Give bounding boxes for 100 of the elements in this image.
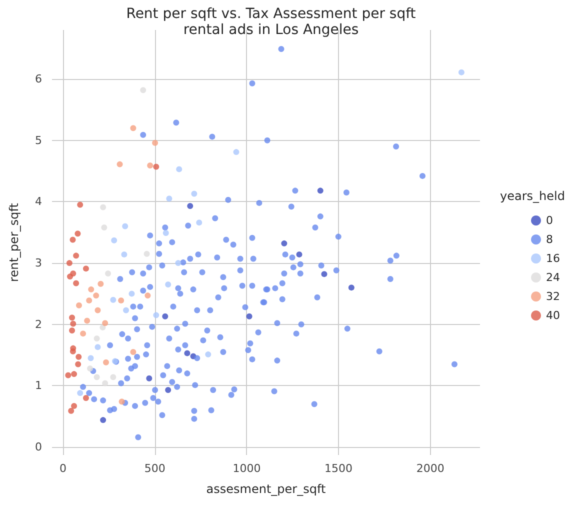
y-tick-label: 3 [35,256,42,270]
point [118,398,125,405]
point [88,355,94,362]
point [75,361,82,368]
legend-label: 8 [546,233,554,246]
point [348,284,354,291]
point [187,203,194,210]
point [144,292,151,299]
point [71,402,78,409]
point [93,292,100,299]
point [87,366,94,372]
point [152,140,158,146]
point [103,359,110,366]
y-tick-label: 5 [35,134,42,147]
point [94,307,101,314]
legend-label: 0 [546,214,554,227]
y-tick-label: 2 [35,318,42,331]
point [94,374,100,380]
point [100,204,106,210]
point [66,260,72,266]
x-tick-label: 1000 [232,462,261,475]
point [281,240,288,246]
x-tick-label: 500 [144,462,166,475]
legend-label: 16 [546,252,560,265]
point [100,417,106,424]
y-tick-label: 1 [35,379,42,392]
point [162,230,169,236]
point [74,230,81,237]
point [76,354,82,360]
point [233,149,240,156]
point [116,161,123,168]
x-axis-title: assesment_per_sqft [206,482,326,496]
point [65,372,72,378]
point [176,166,182,172]
point [144,250,150,257]
point [296,251,302,258]
point [123,307,130,314]
point [130,348,136,355]
point [321,271,328,278]
y-axis-title: rent_per_sqft [7,202,21,282]
point [165,282,172,288]
legend-label: 40 [546,309,560,322]
point [118,297,124,304]
point [70,320,76,327]
x-tick-label: 1500 [324,462,353,475]
y-tick-label: 0 [35,440,42,454]
point [73,252,80,259]
point [101,224,108,230]
point [77,390,84,396]
point [246,313,252,320]
point [80,330,86,337]
y-tick-label: 6 [35,72,42,86]
point [184,350,190,356]
point [69,314,76,321]
chart-title: Rent per sqft vs. Tax Assessment per sqft [126,6,416,22]
point [147,162,154,169]
point [317,188,324,194]
point [68,408,74,414]
point [100,324,106,330]
chart-subtitle: rental ads in Los Angeles [183,22,359,38]
point [105,270,112,276]
legend-title: years_held [500,189,566,203]
point [98,280,104,287]
point [128,290,135,297]
point [71,371,78,378]
point [70,236,76,243]
point [121,251,128,258]
point [76,302,82,308]
point [70,348,76,354]
point [77,202,84,208]
point [86,297,92,304]
point [196,220,202,226]
point [458,69,464,76]
point [94,335,100,342]
point [111,237,118,244]
x-tick-label: 2000 [416,462,444,475]
y-tick-label: 4 [35,195,42,208]
point [67,274,73,280]
point [88,286,94,292]
point [69,328,76,334]
point [94,344,101,350]
point [140,87,146,94]
point [205,351,212,358]
legend-label: 32 [546,290,560,303]
point [110,296,116,303]
point [162,313,168,320]
legend-label: 24 [546,271,560,284]
point [130,125,136,132]
point [110,374,116,380]
point [102,380,108,386]
point [122,223,128,230]
point [146,375,152,382]
point [165,386,172,393]
point [191,190,198,197]
x-tick-label: 0 [60,462,67,475]
point [153,312,160,318]
point [84,318,90,324]
point [102,320,108,326]
point [175,260,182,266]
point [82,266,89,272]
